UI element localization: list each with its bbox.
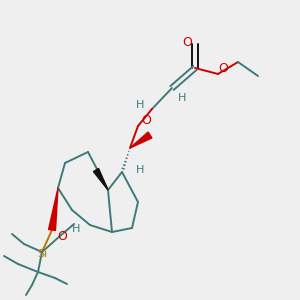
Text: O: O (218, 62, 228, 76)
Text: H: H (136, 165, 144, 175)
Text: H: H (178, 93, 186, 103)
Text: O: O (182, 35, 192, 49)
Text: H: H (72, 224, 80, 234)
Polygon shape (93, 169, 108, 190)
Text: Si: Si (37, 249, 47, 259)
Text: O: O (57, 230, 67, 242)
Polygon shape (49, 188, 58, 230)
Polygon shape (130, 132, 152, 148)
Text: H: H (136, 100, 144, 110)
Text: O: O (141, 115, 151, 128)
